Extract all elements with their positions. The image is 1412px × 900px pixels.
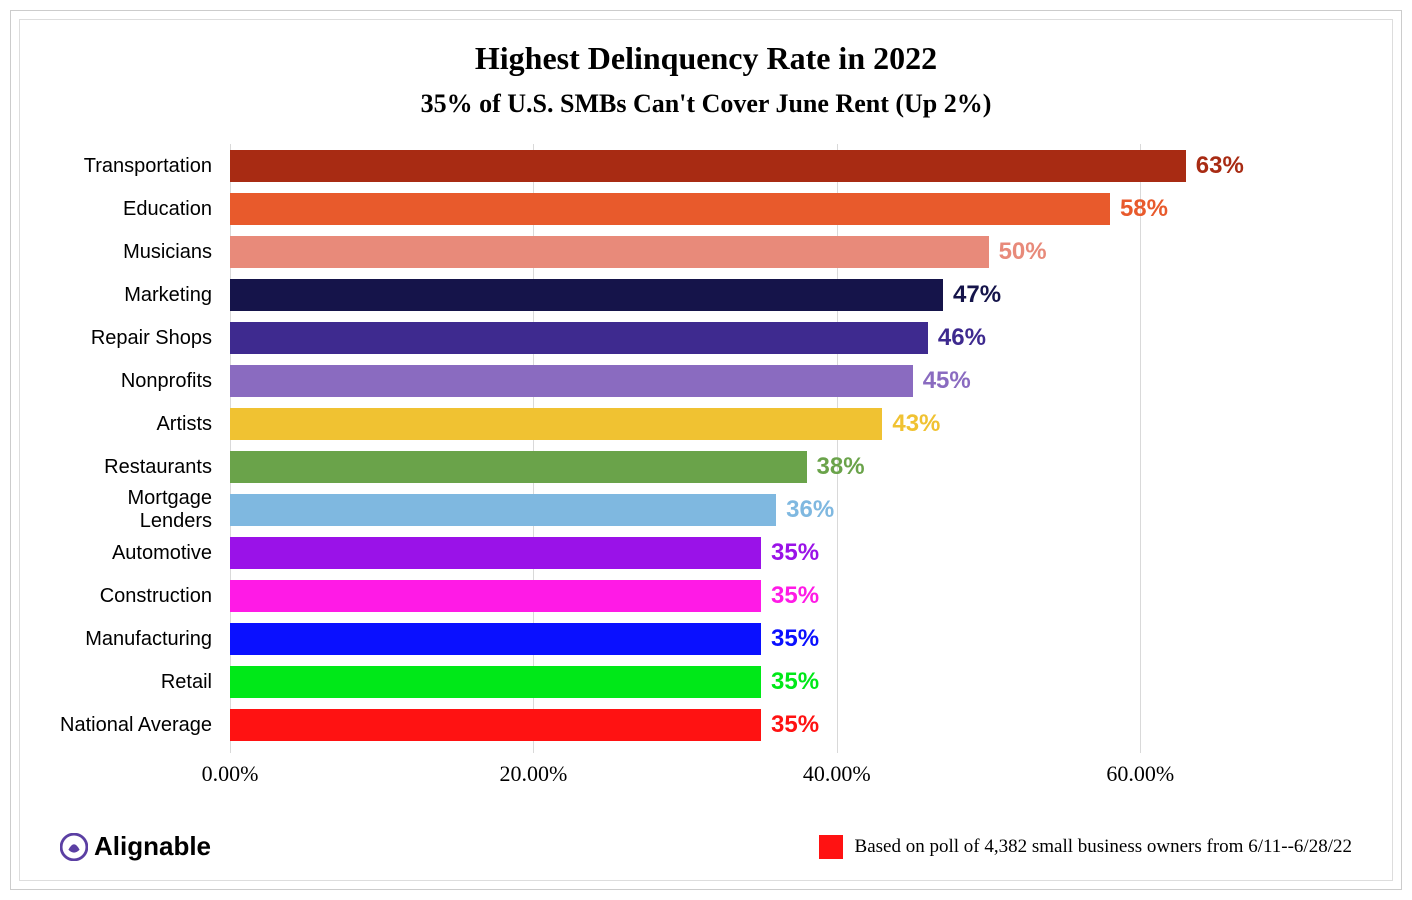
brand-logo: Alignable xyxy=(60,831,211,862)
x-tick-label: 20.00% xyxy=(500,761,568,787)
x-axis: 0.00%20.00%40.00%60.00% xyxy=(230,753,1292,793)
bar-row: Mortgage Lenders36% xyxy=(230,494,1292,526)
category-label: Transportation xyxy=(60,155,220,178)
bar-row: Musicians50% xyxy=(230,236,1292,268)
legend: Based on poll of 4,382 small business ow… xyxy=(819,835,1352,859)
chart-title: Highest Delinquency Rate in 2022 xyxy=(60,40,1352,77)
value-label: 58% xyxy=(1120,195,1168,223)
x-tick-label: 0.00% xyxy=(202,761,259,787)
brand-name: Alignable xyxy=(94,831,211,862)
bar-row: Transportation63% xyxy=(230,150,1292,182)
category-label: Nonprofits xyxy=(60,370,220,393)
category-label: Construction xyxy=(60,585,220,608)
bar-row: Manufacturing35% xyxy=(230,623,1292,655)
bar xyxy=(230,236,989,268)
category-label: Retail xyxy=(60,671,220,694)
bar-row: National Average35% xyxy=(230,709,1292,741)
value-label: 35% xyxy=(771,668,819,696)
chart-footer: Alignable Based on poll of 4,382 small b… xyxy=(60,831,1352,862)
category-label: Musicians xyxy=(60,241,220,264)
category-label: Restaurants xyxy=(60,456,220,479)
bar xyxy=(230,709,761,741)
alignable-icon xyxy=(60,833,88,861)
category-label: Automotive xyxy=(60,542,220,565)
legend-text: Based on poll of 4,382 small business ow… xyxy=(855,836,1352,858)
bar xyxy=(230,451,807,483)
chart-inner: Highest Delinquency Rate in 2022 35% of … xyxy=(19,19,1393,881)
bar xyxy=(230,365,913,397)
bar xyxy=(230,494,776,526)
plot-area: Transportation63% Education58% Musicians50… xyxy=(230,143,1292,753)
legend-swatch xyxy=(819,835,843,859)
chart-subtitle: 35% of U.S. SMBs Can't Cover June Rent (… xyxy=(60,89,1352,119)
value-label: 50% xyxy=(999,238,1047,266)
bar xyxy=(230,623,761,655)
category-label: Mortgage Lenders xyxy=(60,487,220,533)
bar-row: Repair Shops46% xyxy=(230,322,1292,354)
value-label: 35% xyxy=(771,582,819,610)
bar xyxy=(230,150,1186,182)
value-label: 46% xyxy=(938,324,986,352)
category-label: Marketing xyxy=(60,284,220,307)
bar xyxy=(230,193,1110,225)
bar-row: Nonprofits45% xyxy=(230,365,1292,397)
category-label: Manufacturing xyxy=(60,628,220,651)
category-label: Artists xyxy=(60,413,220,436)
bar-row: Retail35% xyxy=(230,666,1292,698)
x-tick-label: 60.00% xyxy=(1106,761,1174,787)
chart-container: Highest Delinquency Rate in 2022 35% of … xyxy=(10,10,1402,890)
bar-row: Construction35% xyxy=(230,580,1292,612)
value-label: 35% xyxy=(771,539,819,567)
value-label: 38% xyxy=(817,453,865,481)
bar-row: Automotive35% xyxy=(230,537,1292,569)
bar xyxy=(230,322,928,354)
bar-row: Marketing47% xyxy=(230,279,1292,311)
bar-row: Restaurants38% xyxy=(230,451,1292,483)
bar xyxy=(230,666,761,698)
value-label: 36% xyxy=(786,496,834,524)
value-label: 35% xyxy=(771,711,819,739)
bar xyxy=(230,279,943,311)
category-label: Education xyxy=(60,198,220,221)
bar xyxy=(230,537,761,569)
category-label: Repair Shops xyxy=(60,327,220,350)
bar xyxy=(230,580,761,612)
value-label: 43% xyxy=(892,410,940,438)
category-label: National Average xyxy=(60,714,220,737)
value-label: 47% xyxy=(953,281,1001,309)
value-label: 63% xyxy=(1196,152,1244,180)
bar xyxy=(230,408,882,440)
bar-row: Education58% xyxy=(230,193,1292,225)
bar-row: Artists43% xyxy=(230,408,1292,440)
x-tick-label: 40.00% xyxy=(803,761,871,787)
value-label: 45% xyxy=(923,367,971,395)
value-label: 35% xyxy=(771,625,819,653)
